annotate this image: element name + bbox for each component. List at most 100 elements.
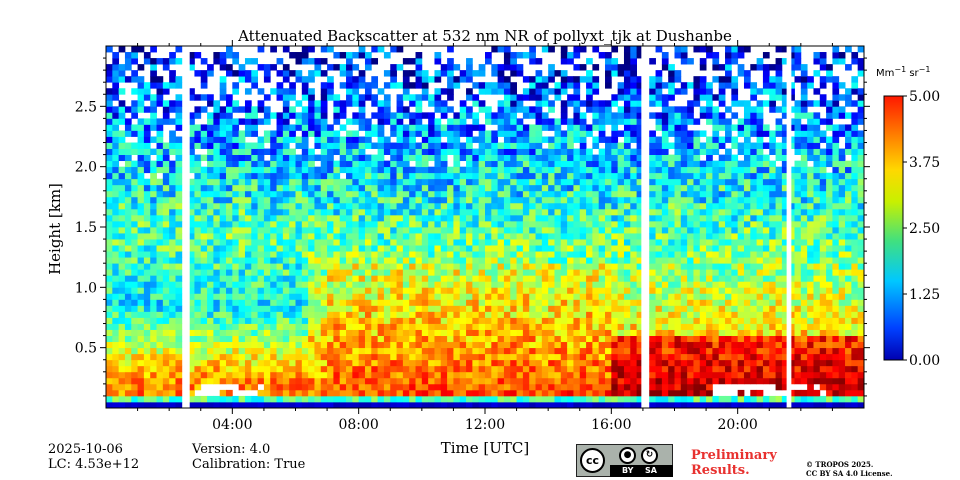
heatmap-cell <box>188 377 195 385</box>
heatmap-cell <box>333 341 341 349</box>
heatmap-cell <box>491 281 499 288</box>
heatmap-cell <box>251 317 258 324</box>
heatmap-cell <box>263 76 271 83</box>
heatmap-cell <box>106 287 113 294</box>
heatmap-cell <box>491 88 499 95</box>
heatmap-cell <box>693 245 701 252</box>
heatmap-cell <box>383 377 391 385</box>
heatmap-cell <box>301 311 309 318</box>
heatmap-cell <box>251 142 258 149</box>
heatmap-cell <box>371 190 379 198</box>
heatmap-cell <box>219 341 227 349</box>
heatmap-cell <box>383 184 391 192</box>
heatmap-cell <box>687 395 694 403</box>
heatmap-cell <box>371 196 379 204</box>
heatmap-cell <box>156 341 164 349</box>
heatmap-cell <box>390 46 397 53</box>
heatmap-cell <box>402 160 410 168</box>
heatmap-cell <box>131 124 138 131</box>
heatmap-cell <box>687 112 694 119</box>
heatmap-cell <box>175 58 183 65</box>
heatmap-cell <box>485 281 492 288</box>
heatmap-cell <box>611 317 619 324</box>
heatmap-cell <box>143 88 151 95</box>
heatmap-cell <box>308 257 315 264</box>
heatmap-cell <box>623 70 631 77</box>
heatmap-cell <box>693 46 701 53</box>
heatmap-cell <box>573 377 581 385</box>
heatmap-cell <box>333 323 341 330</box>
heatmap-cell <box>276 214 284 222</box>
heatmap-cell <box>402 82 410 89</box>
heatmap-cell <box>617 88 625 95</box>
heatmap-cell <box>503 64 511 71</box>
heatmap-cell <box>491 317 499 324</box>
heatmap-cell <box>699 233 707 240</box>
heatmap-cell <box>226 154 233 162</box>
heatmap-cell <box>270 287 277 294</box>
heatmap-cell <box>282 178 290 186</box>
heatmap-cell <box>421 214 429 222</box>
heatmap-cell <box>687 281 694 288</box>
heatmap-cell <box>402 365 410 373</box>
heatmap-cell <box>308 70 315 77</box>
heatmap-cell <box>251 341 258 349</box>
heatmap-cell <box>188 305 195 312</box>
heatmap-cell <box>434 196 442 204</box>
heatmap-cell <box>529 220 536 228</box>
heatmap-cell <box>661 239 669 246</box>
heatmap-cell <box>333 377 341 385</box>
heatmap-cell <box>226 365 233 373</box>
heatmap-cell <box>327 275 334 282</box>
heatmap-cell <box>421 148 429 155</box>
heatmap-cell <box>156 365 164 373</box>
heatmap-cell <box>409 82 416 89</box>
heatmap-cell <box>680 154 688 162</box>
heatmap-cell <box>143 196 151 204</box>
heatmap-cell <box>529 184 536 192</box>
heatmap-cell <box>131 287 138 294</box>
heatmap-cell <box>623 172 631 180</box>
heatmap-cell <box>560 269 568 276</box>
heatmap-cell <box>522 208 530 216</box>
heatmap-cell <box>529 257 536 264</box>
heatmap-cell <box>314 64 322 71</box>
heatmap-cell <box>554 118 562 125</box>
heatmap-cell <box>251 275 258 282</box>
heatmap-cell <box>453 245 461 252</box>
heatmap-cell <box>592 178 600 186</box>
heatmap-cell <box>371 239 379 246</box>
heatmap-cell <box>232 184 240 192</box>
heatmap-cell <box>314 401 322 409</box>
heatmap-cell <box>447 311 454 318</box>
heatmap-cell <box>655 46 663 53</box>
heatmap-cell <box>529 154 536 162</box>
heatmap-cell <box>150 377 157 385</box>
heatmap-cell <box>409 239 416 246</box>
heatmap-cell <box>308 178 315 186</box>
heatmap-cell <box>175 112 183 119</box>
heatmap-cell <box>415 124 423 131</box>
heatmap-cell <box>162 160 170 168</box>
heatmap-cell <box>352 245 360 252</box>
heatmap-cell <box>617 293 625 300</box>
heatmap-cell <box>188 178 195 186</box>
heatmap-cell <box>226 257 233 264</box>
heatmap-cell <box>238 287 246 294</box>
heatmap-cell <box>118 335 126 343</box>
heatmap-cell <box>106 220 113 228</box>
heatmap-cell <box>213 58 221 65</box>
heatmap-cell <box>270 64 277 71</box>
heatmap-cell <box>541 196 549 204</box>
heatmap-cell <box>541 335 549 343</box>
heatmap-cell <box>333 233 341 240</box>
heatmap-cell <box>687 154 694 162</box>
heatmap-cell <box>630 317 637 324</box>
heatmap-cell <box>503 130 511 137</box>
heatmap-cell <box>491 82 499 89</box>
heatmap-cell <box>529 202 536 210</box>
heatmap-cell <box>459 395 467 403</box>
heatmap-cell <box>232 245 240 252</box>
heatmap-cell <box>478 196 486 204</box>
heatmap-cell <box>466 130 473 137</box>
